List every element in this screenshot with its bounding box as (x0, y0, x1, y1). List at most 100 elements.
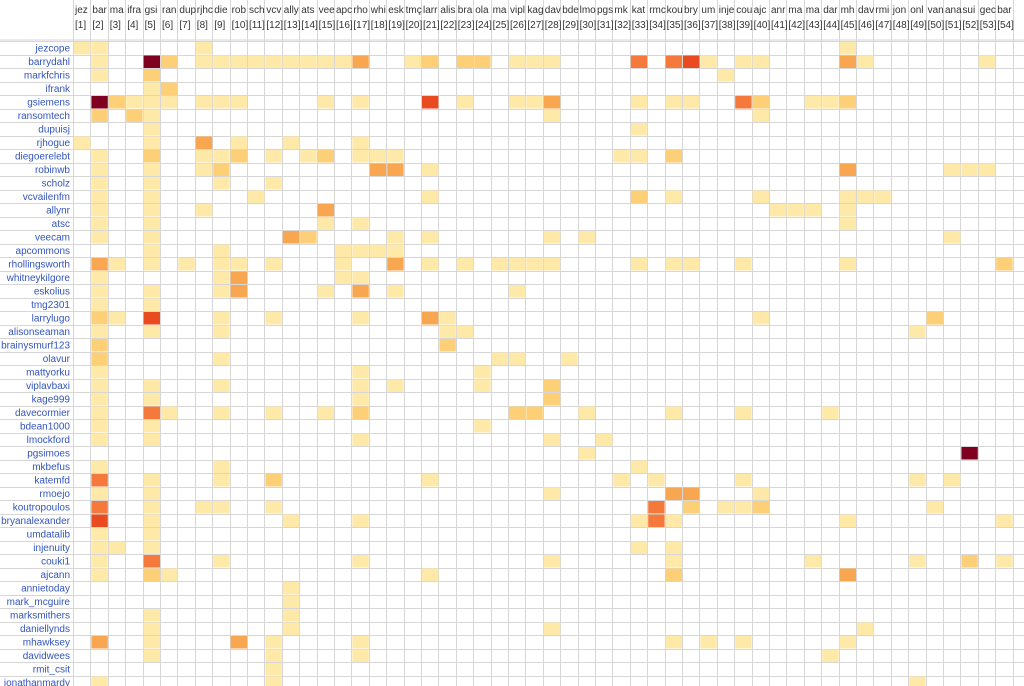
row-label[interactable]: whitneykilgore (6, 273, 71, 284)
heatmap-cell (91, 231, 108, 244)
row-label[interactable]: jonathanmardy (3, 678, 70, 686)
heatmap-cell (596, 433, 613, 446)
heatmap-cell (822, 96, 839, 109)
column-header-name: mh (841, 5, 855, 16)
heatmap-cell (213, 244, 230, 257)
column-header-index: [27] (527, 20, 544, 31)
heatmap-cell (195, 501, 213, 514)
heatmap-cell (369, 163, 387, 176)
row-label[interactable]: mkbefus (32, 462, 70, 473)
heatmap-cell (352, 150, 369, 163)
heatmap-cell (265, 312, 282, 325)
heatmap-cell (352, 555, 369, 568)
column-header-index: [9] (214, 20, 225, 31)
row-label[interactable]: davidwees (23, 651, 70, 662)
column-header-name: van (928, 5, 944, 16)
heatmap-cell (387, 285, 404, 298)
row-label[interactable]: ransomtech (18, 111, 70, 122)
heatmap-cell (91, 258, 108, 271)
row-label[interactable]: lmockford (27, 435, 70, 446)
row-label[interactable]: alisonseaman (8, 327, 70, 338)
heatmap-cell (317, 285, 334, 298)
heatmap-cell (839, 204, 856, 217)
heatmap-cell (387, 244, 404, 257)
row-label[interactable]: jezcope (35, 44, 71, 55)
row-label[interactable]: marksmithers (10, 611, 70, 622)
row-label[interactable]: apcommons (16, 246, 70, 257)
column-header-name: tmç (406, 5, 422, 16)
row-label[interactable]: injenuity (33, 543, 70, 554)
row-label[interactable]: viplavbaxi (26, 381, 70, 392)
heatmap-cell (143, 379, 160, 392)
row-label[interactable]: bryanalexander (1, 516, 71, 527)
heatmap-cell (143, 528, 160, 541)
row-label[interactable]: olavur (43, 354, 71, 365)
row-label[interactable]: tmg2301 (31, 300, 70, 311)
heatmap-cell (335, 55, 352, 68)
column-header-name: vcv (266, 5, 281, 16)
heatmap-cell (213, 55, 230, 68)
column-header-name: sui (962, 5, 975, 16)
row-label[interactable]: atsc (52, 219, 70, 230)
heatmap-cell (265, 676, 282, 686)
heatmap-cell (735, 258, 752, 271)
row-label[interactable]: vcvailenfm (23, 192, 70, 203)
heatmap-cell (839, 55, 856, 68)
row-label[interactable]: diegoerelebt (15, 152, 70, 163)
row-label[interactable]: gsiemens (27, 98, 70, 109)
row-label[interactable]: brainysmurf123 (1, 341, 70, 352)
row-label[interactable]: robinwb (35, 165, 70, 176)
row-label[interactable]: rjhogue (37, 138, 71, 149)
row-label[interactable]: larrylugo (32, 314, 71, 325)
heatmap-cell (752, 96, 769, 109)
column-header-index: [24] (475, 20, 492, 31)
heatmap-cell (91, 541, 108, 554)
row-label[interactable]: rmit_csit (33, 665, 70, 676)
row-label[interactable]: kage999 (32, 395, 71, 406)
heatmap-cell (91, 514, 108, 527)
row-label[interactable]: mattyorku (26, 368, 70, 379)
row-label[interactable]: rhollingsworth (8, 260, 70, 271)
row-label[interactable]: barrydahl (28, 57, 70, 68)
column-header-index: [40] (754, 20, 771, 31)
row-label[interactable]: scholz (42, 179, 70, 190)
row-label[interactable]: rmoejo (39, 489, 70, 500)
row-label[interactable]: mark_mcguire (7, 597, 71, 608)
row-label[interactable]: annietoday (21, 584, 70, 595)
row-label[interactable]: mhawksey (23, 638, 70, 649)
column-header-index: [17] (353, 20, 370, 31)
column-header-name: inje (719, 5, 735, 16)
column-header-index: [15] (319, 20, 336, 31)
row-label[interactable]: bdean1000 (20, 422, 70, 433)
row-label[interactable]: eskolius (34, 287, 70, 298)
row-label[interactable]: veecam (35, 233, 70, 244)
heatmap-cell (857, 55, 874, 68)
heatmap-cell (839, 258, 856, 271)
heatmap-cell (126, 96, 143, 109)
row-label[interactable]: katemfd (34, 476, 70, 487)
heatmap-cell (300, 150, 317, 163)
column-header-name: ola (475, 5, 489, 16)
row-label[interactable]: umdatalib (27, 530, 71, 541)
heatmap-cell (91, 285, 108, 298)
row-label[interactable]: ajcann (41, 570, 70, 581)
heatmap-cell (874, 190, 891, 203)
heatmap-cell (839, 217, 856, 230)
heatmap-cell (474, 366, 491, 379)
heatmap-cell (143, 136, 160, 149)
row-label[interactable]: ifrank (46, 84, 71, 95)
row-label[interactable]: davecormier (15, 408, 71, 419)
row-label[interactable]: allynr (46, 206, 71, 217)
row-label[interactable]: koutropoulos (13, 503, 70, 514)
row-label[interactable]: couki1 (41, 557, 70, 568)
heatmap-cell (317, 55, 334, 68)
heatmap-cell (161, 568, 178, 581)
row-label[interactable]: pgsimoes (27, 449, 70, 460)
row-label[interactable]: markfchris (24, 71, 70, 82)
heatmap-cell (630, 258, 648, 271)
row-label[interactable]: dupuisj (38, 125, 70, 136)
row-label[interactable]: daniellynds (20, 624, 70, 635)
heatmap-cell (213, 163, 230, 176)
heatmap-cell (630, 460, 648, 473)
